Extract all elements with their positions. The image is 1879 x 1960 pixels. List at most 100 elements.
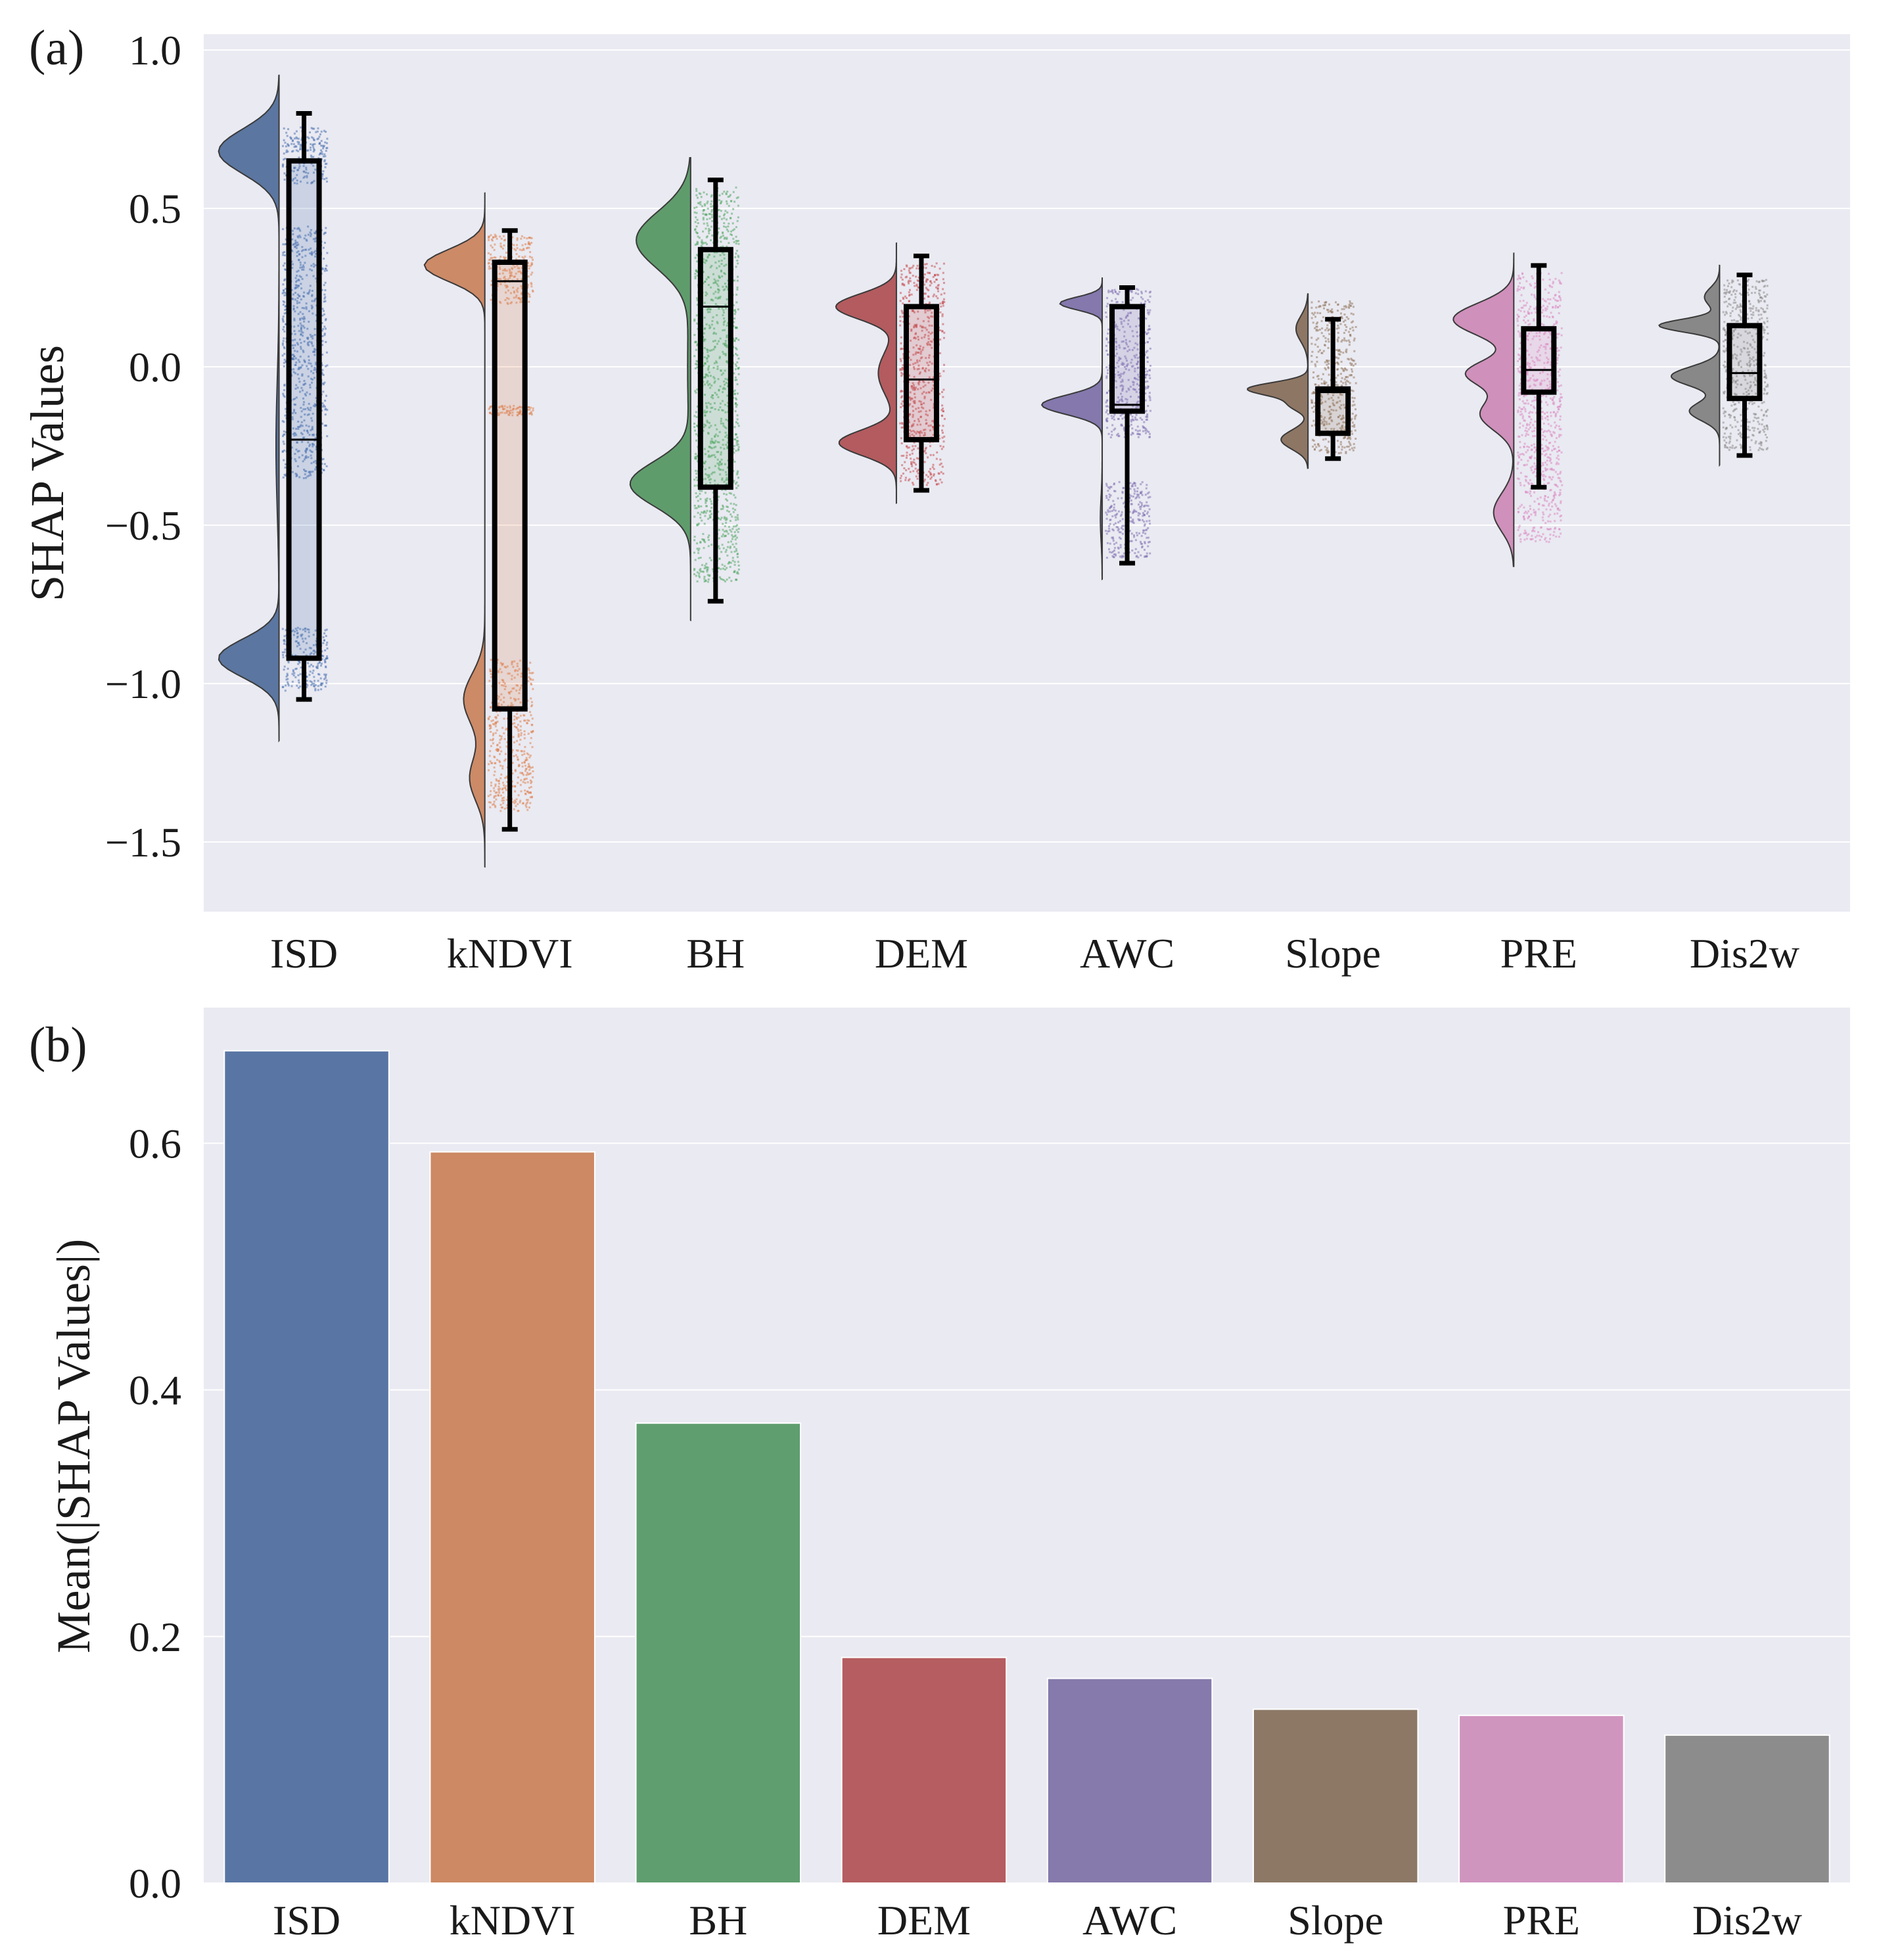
point — [1114, 514, 1117, 517]
point — [737, 256, 740, 258]
point — [1141, 503, 1143, 506]
point — [1112, 292, 1114, 294]
point — [509, 697, 512, 699]
point — [912, 425, 914, 427]
point — [312, 649, 315, 652]
point — [515, 726, 518, 728]
point — [1132, 381, 1134, 383]
point — [293, 355, 296, 358]
point — [281, 451, 284, 453]
point — [526, 408, 529, 411]
point — [929, 473, 932, 476]
point — [716, 434, 719, 437]
point — [1146, 555, 1148, 557]
point — [300, 331, 303, 333]
point — [530, 237, 533, 239]
point — [924, 334, 927, 336]
point — [906, 452, 908, 454]
point — [904, 461, 906, 463]
point — [693, 423, 695, 425]
point — [285, 145, 287, 148]
point — [706, 381, 708, 384]
point — [313, 377, 315, 379]
point — [916, 470, 918, 473]
point — [307, 225, 310, 228]
point — [711, 406, 714, 409]
point — [305, 654, 308, 657]
point — [519, 743, 521, 746]
point — [708, 383, 711, 385]
point — [736, 289, 739, 291]
point — [708, 446, 711, 448]
point — [290, 654, 293, 657]
point — [1108, 530, 1111, 532]
point — [693, 478, 696, 481]
point — [308, 359, 310, 362]
point — [285, 151, 288, 153]
point — [530, 782, 532, 784]
point — [1138, 494, 1140, 496]
point — [492, 734, 494, 737]
point — [325, 227, 327, 229]
point — [726, 394, 729, 397]
point — [498, 785, 500, 788]
point — [490, 279, 493, 282]
point — [712, 491, 714, 494]
point — [900, 406, 902, 408]
point — [312, 344, 314, 347]
point — [702, 429, 705, 432]
point — [1119, 538, 1122, 540]
point — [704, 478, 707, 480]
point — [294, 357, 297, 360]
point — [490, 782, 492, 784]
point — [1105, 350, 1108, 352]
point — [910, 463, 913, 465]
point — [284, 158, 287, 160]
point — [899, 324, 902, 327]
point — [1117, 396, 1119, 399]
point — [281, 342, 284, 344]
point — [917, 310, 919, 313]
point — [697, 551, 700, 554]
point — [1144, 290, 1147, 292]
point — [923, 292, 925, 295]
point — [1119, 373, 1121, 376]
point — [325, 365, 327, 367]
point — [283, 449, 285, 452]
point — [899, 422, 902, 425]
point — [513, 697, 515, 700]
point — [520, 285, 522, 287]
point — [722, 409, 724, 411]
point — [488, 262, 490, 264]
point — [322, 170, 325, 172]
point — [724, 340, 727, 342]
point — [912, 413, 914, 416]
point — [521, 762, 524, 764]
point — [1139, 501, 1142, 503]
point — [310, 247, 312, 250]
point — [321, 371, 323, 374]
point — [532, 407, 534, 409]
point — [1115, 380, 1117, 383]
point — [300, 324, 303, 327]
point — [511, 409, 514, 411]
point — [722, 323, 725, 326]
point — [510, 273, 513, 275]
point — [708, 227, 710, 230]
point — [900, 437, 902, 440]
point — [725, 473, 728, 476]
point — [727, 230, 730, 233]
point — [720, 454, 722, 455]
point — [291, 267, 294, 269]
point — [489, 406, 492, 408]
point — [723, 225, 725, 228]
point — [1145, 432, 1147, 434]
point — [900, 475, 902, 477]
point — [915, 386, 917, 389]
point — [1316, 356, 1318, 358]
point — [1123, 335, 1126, 338]
point — [323, 673, 326, 676]
point — [299, 319, 302, 321]
point — [1114, 326, 1117, 329]
point — [296, 241, 299, 244]
